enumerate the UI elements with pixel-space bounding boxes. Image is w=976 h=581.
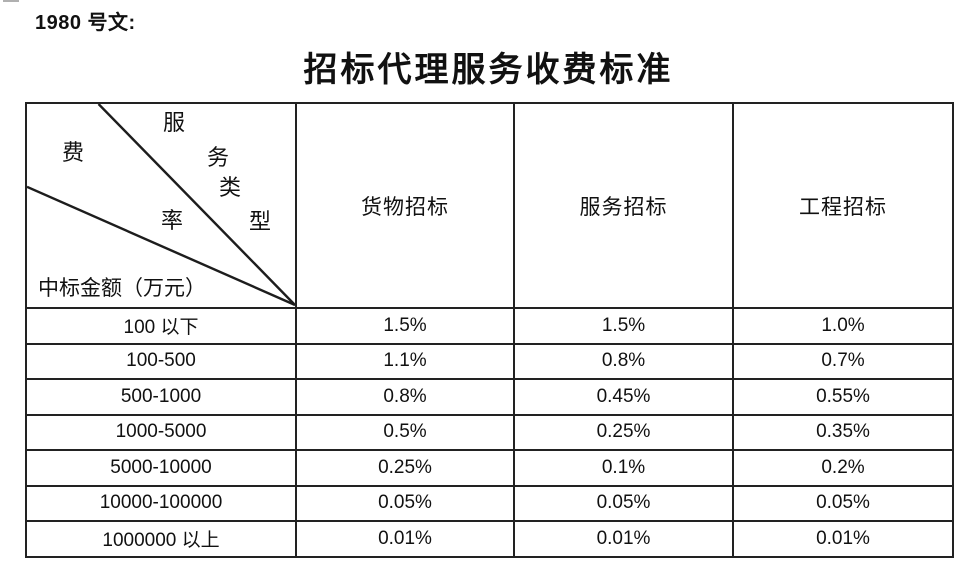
fee-table: 服 务 类 型 费 率 中标金额（万元） 货物招标 服务招标 工程招标 100 … <box>25 102 954 558</box>
goods-rate-cell: 0.8% <box>295 378 515 416</box>
services-rate-cell: 0.8% <box>513 342 734 380</box>
amount-axis-label: 中标金额（万元） <box>38 276 206 300</box>
table-row: 100-500 1.1% 0.8% 0.7% <box>25 342 954 380</box>
goods-rate-cell: 0.05% <box>295 484 515 522</box>
engineering-rate-cell: 0.2% <box>732 449 954 487</box>
service-type-char-2: 务 <box>207 145 230 170</box>
engineering-rate-cell: 0.7% <box>732 342 954 380</box>
engineering-rate-cell: 0.01% <box>732 520 954 558</box>
doc-number-label: 1980 号文: <box>35 12 136 34</box>
column-header-goods: 货物招标 <box>295 102 515 309</box>
amount-range-cell: 5000-10000 <box>25 449 297 487</box>
engineering-rate-cell: 0.05% <box>732 484 954 522</box>
column-header-engineering: 工程招标 <box>732 102 954 309</box>
header-row: 服 务 类 型 费 率 中标金额（万元） 货物招标 服务招标 工程招标 <box>25 102 954 309</box>
table-row: 1000000 以上 0.01% 0.01% 0.01% <box>25 520 954 558</box>
engineering-rate-cell: 0.55% <box>732 378 954 416</box>
amount-range-cell: 1000-5000 <box>25 413 297 451</box>
amount-range-cell: 500-1000 <box>25 378 297 416</box>
goods-rate-cell: 0.25% <box>295 449 515 487</box>
services-rate-cell: 0.01% <box>513 520 734 558</box>
goods-rate-cell: 0.5% <box>295 413 515 451</box>
scan-artifact <box>3 0 19 2</box>
amount-range-cell: 1000000 以上 <box>25 520 297 558</box>
table-row: 5000-10000 0.25% 0.1% 0.2% <box>25 449 954 487</box>
corner-header-cell: 服 务 类 型 费 率 中标金额（万元） <box>25 102 297 309</box>
service-type-char-4: 型 <box>249 209 272 234</box>
services-rate-cell: 0.05% <box>513 484 734 522</box>
goods-rate-cell: 0.01% <box>295 520 515 558</box>
services-rate-cell: 1.5% <box>513 307 734 345</box>
service-type-char-1: 服 <box>163 110 186 135</box>
goods-rate-cell: 1.1% <box>295 342 515 380</box>
service-type-char-3: 类 <box>219 175 242 200</box>
amount-range-cell: 100-500 <box>25 342 297 380</box>
table-row: 10000-100000 0.05% 0.05% 0.05% <box>25 484 954 522</box>
fee-rate-char-1: 费 <box>62 140 85 165</box>
page-title: 招标代理服务收费标准 <box>303 52 674 89</box>
services-rate-cell: 0.25% <box>513 413 734 451</box>
engineering-rate-cell: 0.35% <box>732 413 954 451</box>
goods-rate-cell: 1.5% <box>295 307 515 345</box>
table-row: 100 以下 1.5% 1.5% 1.0% <box>25 307 954 345</box>
fee-rate-char-2: 率 <box>161 208 184 233</box>
amount-range-cell: 10000-100000 <box>25 484 297 522</box>
fee-table-body: 100 以下 1.5% 1.5% 1.0% 100-500 1.1% 0.8% 0.7% 500… <box>25 307 954 558</box>
diagonal-divider-lines <box>27 104 295 307</box>
engineering-rate-cell: 1.0% <box>732 307 954 345</box>
amount-range-cell: 100 以下 <box>25 307 297 345</box>
table-row: 1000-5000 0.5% 0.25% 0.35% <box>25 413 954 451</box>
services-rate-cell: 0.1% <box>513 449 734 487</box>
table-row: 500-1000 0.8% 0.45% 0.55% <box>25 378 954 416</box>
column-header-services: 服务招标 <box>513 102 734 309</box>
services-rate-cell: 0.45% <box>513 378 734 416</box>
